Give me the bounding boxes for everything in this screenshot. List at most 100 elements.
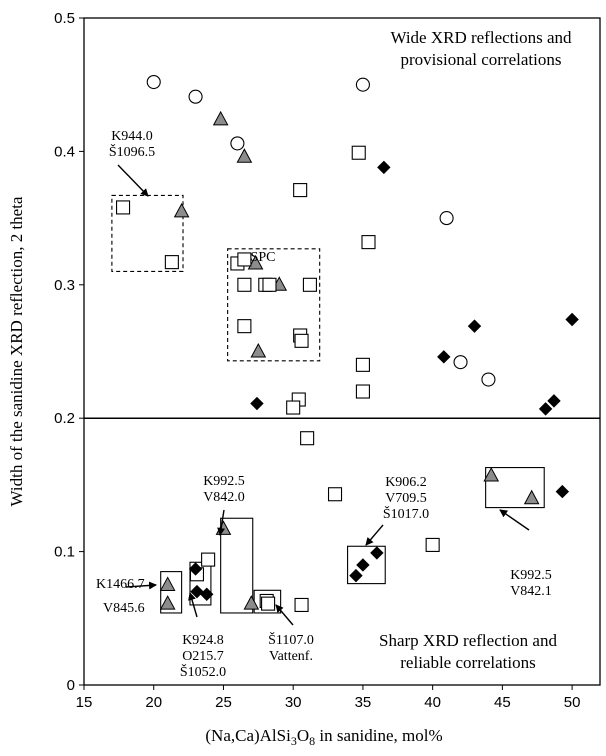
diamond-point-3 xyxy=(467,319,482,333)
triangle-point-10 xyxy=(483,467,500,482)
annotation-arrow-6 xyxy=(275,604,294,626)
annotation-s1107: Š1107.0 Vattenf. xyxy=(268,631,314,664)
annotation-k992-v842-1: K992.5 V842.1 xyxy=(510,568,552,599)
annotation-wide-xrd: Wide XRD reflections and provisional corr… xyxy=(390,28,572,69)
square-point-13 xyxy=(294,333,309,348)
x-tick-label: 35 xyxy=(355,694,372,711)
square-point-25 xyxy=(294,597,309,613)
diamond-point-0 xyxy=(377,160,391,175)
solid-box-2 xyxy=(160,571,183,614)
annotation-arrow-5 xyxy=(188,592,198,618)
triangle-point-11 xyxy=(523,489,540,505)
x-tick-label: 45 xyxy=(494,694,511,711)
square-point-7 xyxy=(237,277,252,292)
data-points xyxy=(115,74,579,613)
axis-ticks: 15 20 25 30 35 40 45 50 0 0.1 0.2 0.3 0.4 0.5 xyxy=(54,10,580,711)
square-point-6 xyxy=(237,252,252,267)
x-tick-label: 50 xyxy=(564,694,581,711)
diamond-point-8 xyxy=(188,562,203,576)
triangle-point-9 xyxy=(243,595,260,610)
triangle-point-6 xyxy=(215,520,232,535)
square-point-24 xyxy=(261,596,276,611)
diamond-point-11 xyxy=(349,568,363,583)
square-point-4 xyxy=(164,255,179,270)
triangle-point-0 xyxy=(212,110,229,126)
annotation-arrow-0 xyxy=(117,164,149,197)
x-axis-label: (Na,Ca)AlSi3O8 in sanidine, mol% xyxy=(205,726,442,748)
triangle-point-2 xyxy=(173,202,190,218)
annotation-spc: SPC xyxy=(251,250,276,265)
square-point-1 xyxy=(293,183,308,198)
circle-point-3 xyxy=(355,77,370,92)
triangle-point-8 xyxy=(159,595,176,610)
x-tick-label: 15 xyxy=(76,694,93,711)
triangle-point-3 xyxy=(247,254,264,270)
x-tick-label: 40 xyxy=(424,694,441,711)
annotation-sharp-xrd: Sharp XRD reflection and reliable correla… xyxy=(379,631,557,672)
dashed-box-1 xyxy=(227,248,321,362)
square-point-10 xyxy=(302,277,317,292)
y-tick-label: 0.4 xyxy=(54,143,75,160)
square-point-17 xyxy=(286,400,301,415)
y-tick-label: 0.5 xyxy=(54,10,75,27)
triangle-point-1 xyxy=(236,148,253,163)
annotation-k1466: K1466.7 xyxy=(96,577,145,592)
annotation-arrow-1 xyxy=(217,509,226,536)
solid-box-7 xyxy=(485,467,545,509)
square-point-15 xyxy=(355,384,370,399)
square-point-18 xyxy=(300,431,315,446)
diamond-point-1 xyxy=(250,396,264,411)
circle-point-4 xyxy=(439,211,454,226)
annotation-arrows xyxy=(117,164,530,626)
triangle-point-7 xyxy=(159,576,176,591)
diamond-point-6 xyxy=(547,394,561,408)
annotation-k944: K944.0 Š1096.5 xyxy=(109,129,155,160)
annotation-arrow-4 xyxy=(125,581,157,590)
triangle-point-5 xyxy=(250,342,267,358)
annotation-arrow-2 xyxy=(365,524,384,546)
square-point-9 xyxy=(262,277,277,292)
annotation-k924: K924.8 O215.7 Š1052.0 xyxy=(180,633,226,680)
y-tick-label: 0.2 xyxy=(54,410,75,427)
diamond-point-9 xyxy=(190,584,204,599)
circle-point-1 xyxy=(188,89,203,104)
annotation-k906: K906.2 V709.5 Š1017.0 xyxy=(383,475,429,522)
plot-border xyxy=(83,17,601,686)
diamond-point-10 xyxy=(200,587,214,601)
circle-point-2 xyxy=(230,136,245,151)
annotation-arrow-3 xyxy=(499,509,530,531)
x-tick-label: 20 xyxy=(145,694,162,711)
y-tick-label: 0 xyxy=(67,677,75,694)
x-tick-label: 25 xyxy=(215,694,232,711)
circle-point-0 xyxy=(146,74,161,90)
annotation-v845: V845.6 xyxy=(103,601,145,616)
square-point-21 xyxy=(201,552,216,567)
square-point-2 xyxy=(361,235,376,250)
y-tick-label: 0.1 xyxy=(54,544,75,561)
diamond-point-13 xyxy=(370,546,384,560)
diamond-point-12 xyxy=(356,558,370,572)
square-point-0 xyxy=(351,145,366,160)
square-point-14 xyxy=(355,357,370,372)
y-tick-label: 0.3 xyxy=(54,277,75,294)
square-point-20 xyxy=(425,537,440,552)
square-point-11 xyxy=(237,319,252,334)
annotation-k992-v842-0: K992.5 V842.0 xyxy=(203,474,245,505)
y-axis-label: Width of the sanidine XRD reflection, 2 … xyxy=(7,196,26,506)
x-tick-label: 30 xyxy=(285,694,302,711)
square-point-3 xyxy=(115,200,131,215)
diamond-point-7 xyxy=(555,484,570,499)
circle-point-5 xyxy=(453,355,468,370)
square-point-19 xyxy=(327,487,343,502)
annotations: Width of the sanidine XRD reflection, 2 … xyxy=(7,28,572,748)
solid-box-4 xyxy=(220,517,254,614)
diamond-point-5 xyxy=(538,402,553,416)
diamond-point-4 xyxy=(565,312,579,327)
diamond-point-2 xyxy=(437,350,451,364)
solid-box-3 xyxy=(189,561,212,606)
circle-point-6 xyxy=(481,372,496,387)
plot-frame xyxy=(83,17,601,686)
solid-box-6 xyxy=(347,545,386,585)
